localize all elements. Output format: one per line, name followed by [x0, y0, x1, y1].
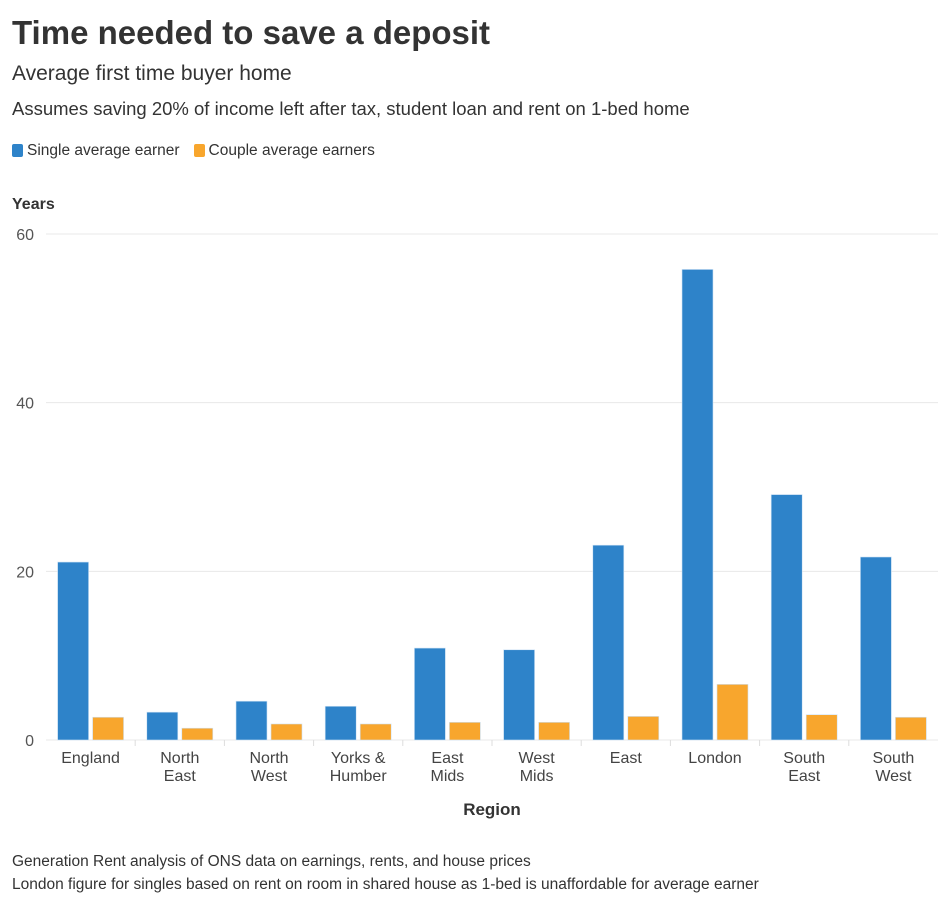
x-tick-label: South — [872, 750, 914, 767]
x-tick-label: Yorks & — [331, 750, 386, 767]
footnote-london: London figure for singles based on rent … — [12, 876, 759, 893]
y-tick-label: 0 — [25, 733, 34, 750]
x-tick-label: West — [519, 750, 556, 767]
bar-couple — [181, 727, 214, 741]
x-tick-label: East — [431, 750, 464, 767]
x-tick-label: Humber — [330, 768, 388, 785]
chart-description: Assumes saving 20% of income left after … — [12, 98, 690, 119]
legend-swatch-couple — [193, 144, 205, 157]
bar-single — [770, 494, 803, 741]
bar-single — [146, 711, 179, 741]
x-tick-label: England — [61, 750, 120, 767]
legend-item-single[interactable]: Single average earner — [12, 142, 180, 160]
bar-couple — [895, 716, 927, 741]
x-tick-label: East — [788, 768, 821, 785]
bar-couple — [716, 684, 749, 741]
x-tick-label: North — [249, 750, 288, 767]
legend-swatch-single — [12, 144, 23, 157]
bar-couple — [627, 716, 660, 741]
bar-couple — [92, 716, 124, 741]
x-tick-label: East — [164, 768, 197, 785]
bar-single — [592, 544, 625, 741]
bar-couple — [270, 723, 303, 741]
bar-single — [860, 556, 892, 741]
x-tick-label: Mids — [431, 768, 465, 785]
y-tick-label: 40 — [16, 396, 34, 413]
y-tick-label: 20 — [16, 564, 34, 581]
legend-label: Couple average earners — [208, 142, 375, 159]
bar-couple — [805, 714, 838, 741]
x-tick-label: South — [783, 750, 825, 767]
bar-couple — [359, 723, 392, 741]
x-tick-label: London — [688, 750, 741, 767]
bar-single — [681, 269, 714, 741]
x-tick-label: West — [251, 768, 288, 785]
x-tick-label: West — [875, 768, 912, 785]
bar-single — [57, 561, 89, 741]
x-tick-label: East — [610, 750, 643, 767]
x-tick-label: Mids — [520, 768, 554, 785]
x-tick-label: North — [160, 750, 199, 767]
bar-single — [503, 649, 535, 741]
bar-single — [414, 647, 446, 741]
bar-single — [324, 705, 357, 741]
legend-item-couple[interactable]: Couple average earners — [193, 142, 375, 160]
chart-subtitle: Average first time buyer home — [12, 62, 292, 85]
footnote-source: Generation Rent analysis of ONS data on … — [12, 853, 531, 870]
y-axis-title: Years — [12, 196, 55, 213]
y-tick-label: 60 — [16, 227, 34, 244]
x-axis-title: Region — [463, 800, 521, 819]
chart-title: Time needed to save a deposit — [12, 14, 491, 51]
bar-couple — [449, 721, 481, 741]
legend: Single average earner Couple average ear… — [12, 142, 375, 160]
bar-couple — [538, 721, 570, 741]
legend-label: Single average earner — [27, 142, 180, 159]
bar-single — [235, 700, 268, 741]
